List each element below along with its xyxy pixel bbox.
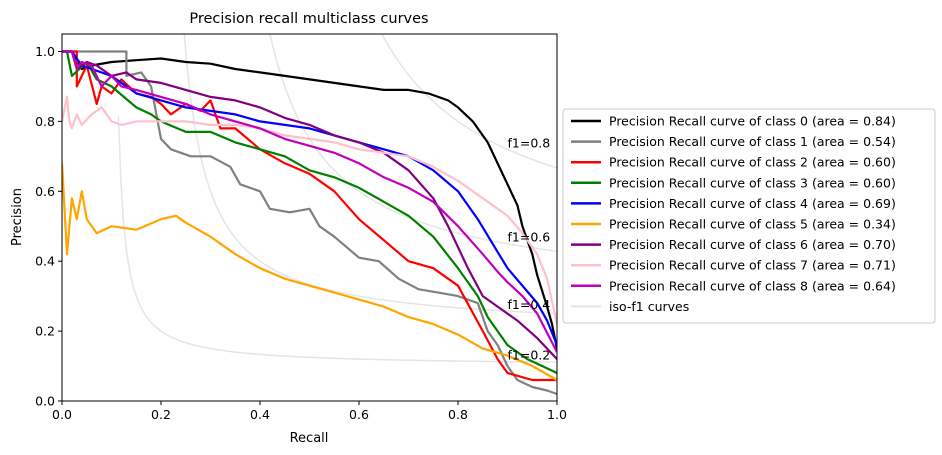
series-line-class-2 xyxy=(62,50,557,382)
legend-label-class-4: Precision Recall curve of class 4 (area … xyxy=(609,196,896,211)
y-tick-label-1: 0.2 xyxy=(35,324,55,339)
legend-label-class-3: Precision Recall curve of class 3 (area … xyxy=(609,175,896,190)
series-line-class-8 xyxy=(62,50,557,353)
y-axis-ticks: 0.0 0.2 0.4 0.6 0.8 1.0 xyxy=(35,44,62,409)
legend-label-iso-f1: iso-f1 curves xyxy=(609,299,689,314)
x-axis-label: Recall xyxy=(290,431,329,446)
series-line-class-7 xyxy=(62,95,557,325)
y-tick-label-4: 0.8 xyxy=(35,114,55,129)
y-tick-label-5: 1.0 xyxy=(35,44,55,59)
x-tick-label-5: 1.0 xyxy=(547,407,567,422)
iso-f1-curve-3 xyxy=(381,34,557,169)
legend-label-class-7: Precision Recall curve of class 7 (area … xyxy=(609,258,896,273)
x-tick-label-4: 0.8 xyxy=(448,407,468,422)
series-layer xyxy=(62,50,557,396)
x-axis-ticks: 0.0 0.2 0.4 0.6 0.8 1.0 xyxy=(52,401,567,422)
x-tick-label-1: 0.2 xyxy=(151,407,171,422)
iso-f1-label-3: f1=0.8 xyxy=(508,135,551,150)
series-line-class-1 xyxy=(62,50,557,396)
iso-f1-label-1: f1=0.4 xyxy=(508,297,551,312)
series-line-class-6 xyxy=(62,50,557,360)
y-axis-label: Precision xyxy=(10,188,25,246)
legend-label-class-2: Precision Recall curve of class 2 (area … xyxy=(609,155,896,170)
series-line-class-0 xyxy=(62,50,557,349)
iso-f1-curves xyxy=(117,34,557,363)
iso-f1-label-2: f1=0.6 xyxy=(508,230,551,245)
legend-box xyxy=(562,108,936,324)
x-tick-label-0: 0.0 xyxy=(52,407,72,422)
legend-label-class-8: Precision Recall curve of class 8 (area … xyxy=(609,278,896,293)
legend-label-class-6: Precision Recall curve of class 6 (area … xyxy=(609,237,896,252)
legend-label-class-5: Precision Recall curve of class 5 (area … xyxy=(609,217,896,232)
iso-f1-curve-1 xyxy=(183,34,557,315)
iso-f1-curve-0 xyxy=(117,115,557,363)
series-line-class-5 xyxy=(62,163,557,381)
x-tick-label-2: 0.4 xyxy=(250,407,270,422)
y-tick-label-3: 0.6 xyxy=(35,184,55,199)
y-tick-label-0: 0.0 xyxy=(35,394,55,409)
x-tick-label-3: 0.6 xyxy=(349,407,369,422)
legend-label-class-0: Precision Recall curve of class 0 (area … xyxy=(609,114,896,129)
chart-title: Precision recall multiclass curves xyxy=(189,11,428,27)
legend: Precision Recall curve of class 0 (area … xyxy=(562,108,936,324)
legend-label-class-1: Precision Recall curve of class 1 (area … xyxy=(609,134,896,149)
iso-f1-labels: f1=0.2 f1=0.4 f1=0.6 f1=0.8 xyxy=(508,135,551,362)
iso-f1-label-0: f1=0.2 xyxy=(508,348,551,363)
iso-f1-curve-2 xyxy=(269,34,557,252)
plot-frame xyxy=(61,33,558,402)
series-line-class-3 xyxy=(62,50,557,374)
y-tick-label-2: 0.4 xyxy=(35,254,55,269)
